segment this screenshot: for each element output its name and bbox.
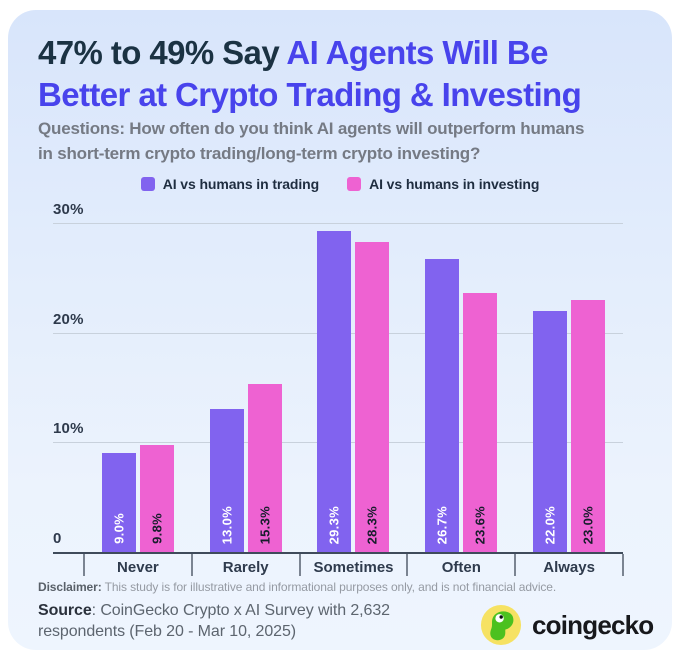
x-axis: Never Rarely Sometimes Often Always bbox=[83, 554, 624, 580]
subtitle-line2: in short-term crypto trading/long-term c… bbox=[38, 144, 481, 163]
source-text: : CoinGecko Crypto x AI Survey with 2,63… bbox=[38, 602, 390, 640]
tick-mark bbox=[298, 554, 301, 576]
bar-value-label: 23.6% bbox=[472, 505, 488, 544]
bar-group: 22.0% 23.0% bbox=[515, 223, 623, 552]
gridline bbox=[53, 223, 623, 224]
bar-group: 26.7% 23.6% bbox=[407, 223, 515, 552]
title-highlight-line2: Better at Crypto Trading & Investing bbox=[38, 76, 582, 113]
bar: 13.0% bbox=[209, 409, 244, 552]
disclaimer-text: This study is for illustrative and infor… bbox=[101, 580, 557, 594]
legend-swatch bbox=[140, 177, 155, 191]
bar: 23.0% bbox=[571, 299, 606, 552]
bar-value-label: 15.3% bbox=[257, 505, 273, 544]
subtitle: Questions: How often do you think AI age… bbox=[38, 116, 584, 166]
bar: 28.3% bbox=[355, 241, 390, 552]
bar: 15.3% bbox=[247, 384, 282, 552]
bar: 22.0% bbox=[533, 310, 568, 552]
bar: 9.8% bbox=[139, 444, 174, 552]
plot-area: 30% 20% 10% 0 9.0% 9.8% 13.0% 15.3% 29.3% 28.3% 26… bbox=[53, 201, 623, 554]
bar-group: 29.3% 28.3% bbox=[300, 223, 408, 552]
infographic-card: 47% to 49% Say AI Agents Will Be Better a… bbox=[8, 10, 672, 650]
y-axis-label: 10% bbox=[53, 420, 84, 438]
bar: 29.3% bbox=[317, 230, 352, 552]
bar-value-label: 9.8% bbox=[149, 513, 165, 544]
bar-value-label: 26.7% bbox=[434, 505, 450, 544]
tick-mark bbox=[622, 554, 624, 576]
category-label: Never bbox=[117, 558, 159, 576]
bar-value-label: 13.0% bbox=[219, 505, 235, 544]
y-axis-label: 20% bbox=[53, 310, 84, 328]
page-title: 47% to 49% Say AI Agents Will Be Better a… bbox=[38, 32, 582, 116]
legend-item: AI vs humans in trading bbox=[140, 176, 320, 192]
bar-value-label: 9.0% bbox=[111, 513, 127, 544]
legend-label: AI vs humans in investing bbox=[369, 176, 540, 192]
tick-mark bbox=[514, 554, 517, 576]
source: Source: CoinGecko Crypto x AI Survey wit… bbox=[38, 600, 438, 642]
title-dark-text: 47% to 49% Say bbox=[38, 34, 287, 71]
legend-label: AI vs humans in trading bbox=[162, 176, 320, 192]
legend-item: AI vs humans in investing bbox=[347, 176, 539, 192]
bar: 23.6% bbox=[463, 293, 498, 552]
coingecko-logo: coingecko bbox=[480, 604, 654, 646]
disclaimer-label: Disclaimer: bbox=[38, 580, 102, 594]
title-highlight: AI Agents Will Be bbox=[286, 34, 548, 71]
category-label: Sometimes bbox=[313, 558, 394, 576]
tick-mark bbox=[83, 554, 85, 576]
disclaimer: Disclaimer: This study is for illustrati… bbox=[38, 580, 556, 594]
bar-value-label: 22.0% bbox=[542, 505, 558, 544]
bars: 9.0% 9.8% 13.0% 15.3% 29.3% 28.3% 26.7% 23.6% 22… bbox=[84, 223, 623, 552]
tick-mark bbox=[190, 554, 193, 576]
bar-value-label: 28.3% bbox=[364, 505, 380, 544]
bar-value-label: 29.3% bbox=[326, 505, 342, 544]
source-label: Source bbox=[38, 602, 92, 619]
bar-value-label: 23.0% bbox=[580, 505, 596, 544]
bar-group: 9.0% 9.8% bbox=[84, 223, 192, 552]
category-label: Often bbox=[441, 558, 481, 576]
category-label: Always bbox=[543, 558, 595, 576]
gecko-icon bbox=[480, 604, 522, 646]
category-label: Rarely bbox=[222, 558, 269, 576]
bar: 9.0% bbox=[101, 453, 136, 552]
y-axis-label: 30% bbox=[53, 201, 84, 218]
tick-mark bbox=[406, 554, 409, 576]
bar: 26.7% bbox=[425, 259, 460, 552]
brand-wordmark: coingecko bbox=[532, 609, 654, 640]
legend-swatch bbox=[347, 177, 362, 191]
legend: AI vs humans in trading AI vs humans in i… bbox=[8, 176, 672, 192]
subtitle-line1: Questions: How often do you think AI age… bbox=[38, 119, 585, 138]
bar-group: 13.0% 15.3% bbox=[192, 223, 300, 552]
y-axis-label: 0 bbox=[53, 530, 62, 547]
